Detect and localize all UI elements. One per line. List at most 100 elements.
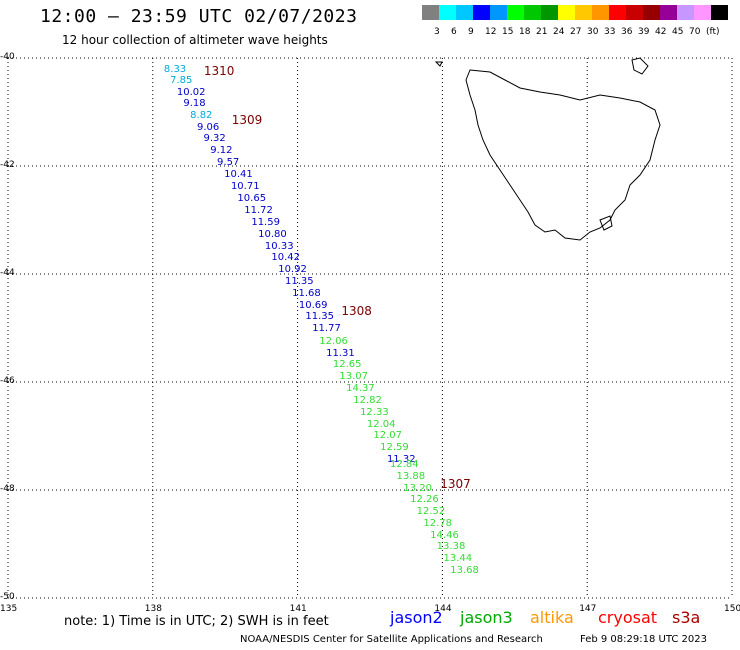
lat-label: -46 [0, 376, 15, 386]
color-swatch [422, 5, 439, 20]
wave-height-value: 13.68 [450, 564, 479, 576]
pass-number: 1308 [341, 304, 372, 319]
grid-lines [7, 57, 733, 599]
wave-height-value: 13.44 [443, 552, 473, 564]
wave-height-value: 12.52 [416, 505, 446, 517]
color-swatch [439, 5, 456, 20]
color-scale-label: 30 [587, 27, 599, 37]
wave-height-value: 14.46 [430, 529, 459, 541]
lon-label: 150 [724, 604, 740, 614]
generated-timestamp: Feb 9 08:29:18 UTC 2023 [580, 634, 707, 645]
color-scale-label: 36 [621, 27, 633, 37]
wave-height-value: 12.65 [332, 359, 362, 371]
pass-number: 1310 [203, 64, 235, 79]
pass-number: 1309 [231, 112, 263, 127]
wave-height-value: 12.26 [410, 494, 439, 506]
wave-height-value: 10.69 [298, 300, 328, 312]
wave-height-value: 9.18 [183, 98, 206, 110]
wave-height-value: 9.32 [203, 133, 226, 145]
lon-label: 147 [579, 604, 597, 614]
color-scale-label: 15 [502, 27, 514, 37]
wave-height-value: 8.33 [163, 64, 187, 76]
color-swatch [456, 5, 473, 20]
color-scale-label: 6 [451, 27, 457, 37]
lat-label: -44 [0, 268, 15, 278]
lon-label: 135 [0, 604, 18, 614]
color-swatch [626, 5, 643, 20]
wave-height-value: 7.85 [170, 74, 193, 86]
wave-height-value: 10.02 [176, 86, 206, 98]
color-swatch [694, 5, 711, 20]
wave-height-value: 9.06 [196, 121, 220, 133]
lat-label: -50 [0, 592, 15, 602]
wave-height-value: 11.35 [305, 311, 335, 323]
wave-height-value: 10.42 [271, 252, 301, 264]
wave-height-value: 10.65 [237, 192, 267, 204]
satellite-jason2: jason2 [390, 608, 443, 627]
wave-height-value: 8.82 [190, 110, 213, 121]
satellite-cryosat: cryosat [598, 608, 658, 627]
pass-number: 1307 [440, 477, 471, 492]
wave-height-value: 11.35 [285, 275, 314, 287]
wave-height-value: 13.38 [436, 540, 466, 552]
wave-height-value: 12.04 [366, 418, 396, 430]
color-swatch [490, 5, 507, 20]
satellite-s3a: s3a [672, 608, 701, 627]
color-swatch [592, 5, 609, 20]
color-scale-label: 27 [570, 27, 582, 37]
lat-label: -40 [0, 52, 15, 62]
color-swatch [558, 5, 575, 20]
color-scale-label: 21 [536, 27, 548, 37]
wave-height-value: 9.12 [210, 145, 233, 157]
wave-height-value: 13.20 [403, 482, 432, 494]
wave-height-value: 10.80 [258, 228, 287, 240]
wave-height-value: 12.07 [373, 430, 402, 442]
color-swatch [575, 5, 592, 20]
wave-height-value: 10.41 [224, 169, 253, 181]
color-scale-label: 24 [553, 27, 565, 37]
wave-height-value: 11.77 [312, 323, 341, 335]
wave-height-value: 12.59 [380, 442, 409, 454]
color-scale-label: (ft) [706, 27, 720, 37]
color-scale-label: 39 [638, 27, 650, 37]
color-scale-label: 42 [655, 27, 667, 37]
lat-label: -42 [0, 160, 15, 170]
wave-height-value: 12.06 [319, 335, 348, 347]
wave-height-value: 12.82 [353, 395, 382, 407]
map-title: 12:00 – 23:59 UTC 02/07/2023 [40, 6, 358, 27]
color-swatch [660, 5, 677, 20]
satellite-jason3: jason3 [460, 608, 513, 627]
color-scale-label: 70 [689, 27, 701, 37]
satellite-altika: altika [530, 608, 574, 627]
color-scale-label: 18 [519, 27, 531, 37]
wave-height-value: 12.33 [360, 407, 389, 418]
color-swatch [473, 5, 490, 20]
color-scale-label: 45 [672, 27, 684, 37]
wave-height-value: 11.68 [292, 288, 321, 300]
wave-height-value: 10.33 [264, 240, 294, 252]
lon-label: 141 [289, 604, 307, 614]
wave-height-value: 11.59 [251, 216, 280, 228]
wave-height-value: 13.07 [339, 370, 368, 382]
color-swatch [541, 5, 558, 20]
color-swatch [711, 5, 728, 20]
color-swatch [609, 5, 626, 20]
color-scale-label: 12 [485, 27, 497, 37]
wave-height-value: 12.78 [423, 517, 453, 529]
color-swatch [524, 5, 541, 20]
wave-height-value: 10.92 [278, 263, 307, 275]
color-scale-label: 3 [434, 27, 440, 37]
wave-height-value: 11.31 [326, 347, 355, 359]
wave-height-value: 14.37 [346, 382, 375, 394]
lon-label: 144 [434, 604, 452, 614]
color-scale-label: 9 [468, 27, 474, 37]
wave-height-value: 11.72 [244, 204, 273, 216]
wave-height-value: 10.71 [230, 181, 260, 193]
wave-height-value: 13.88 [396, 470, 426, 482]
color-swatch [507, 5, 524, 20]
tasmania-coastline [434, 57, 661, 241]
wave-height-value: 9.57 [217, 156, 240, 168]
color-scale-label: 33 [604, 27, 616, 37]
lon-label: 138 [144, 604, 162, 614]
